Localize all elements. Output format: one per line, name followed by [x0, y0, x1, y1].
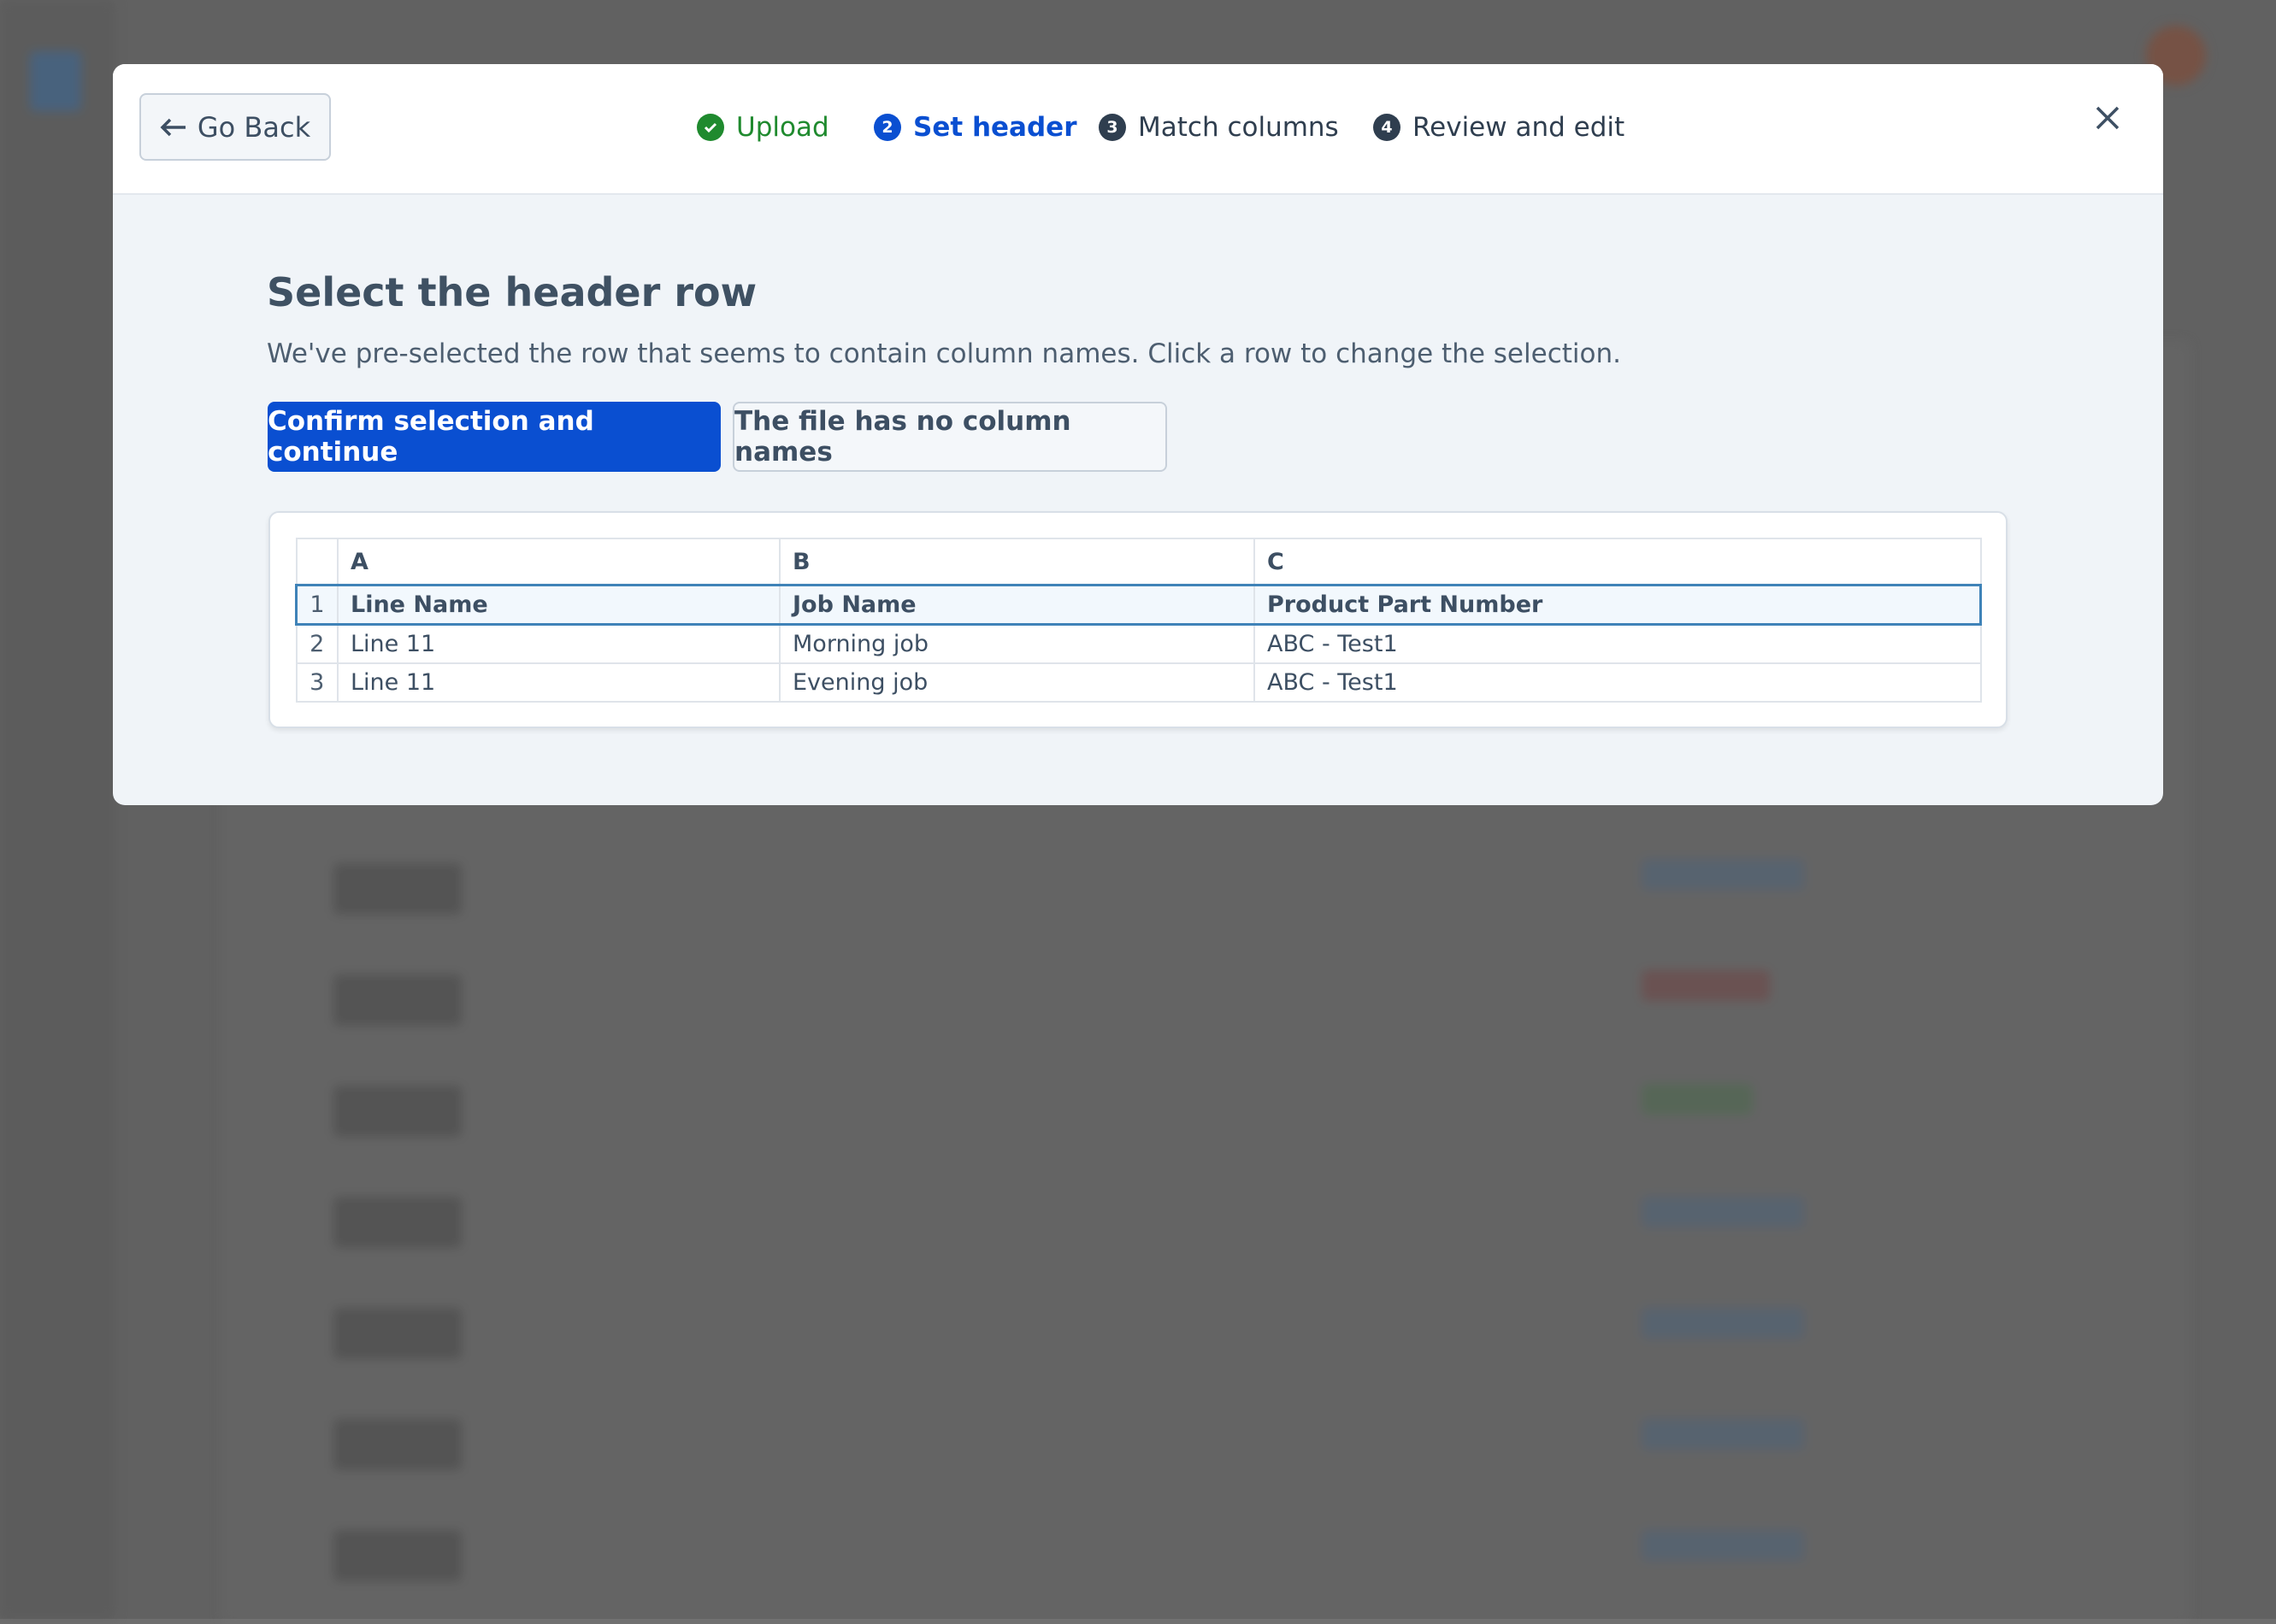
cell: Evening job: [779, 662, 1255, 703]
step-icon: [697, 114, 724, 141]
stepper: Upload 2 Set header 3 Match columns 4 Review a…: [113, 109, 2163, 146]
step-icon: 2: [874, 114, 901, 141]
check-icon: [704, 122, 717, 133]
column-letter: B: [779, 538, 1255, 586]
step: Upload: [697, 109, 829, 146]
table-card: A B C 1 Line Name Job Name Product Part Number…: [268, 511, 2008, 728]
row-index: 3: [295, 662, 339, 703]
modal-header: Go Back Upload 2 Set header 3 Match columns 4…: [113, 64, 2163, 195]
table-row[interactable]: 2 Line 11 Morning job ABC - Test1: [295, 623, 1982, 664]
step-icon: 3: [1099, 114, 1126, 141]
cell: Morning job: [779, 623, 1255, 664]
no-column-names-button[interactable]: The file has no column names: [733, 402, 1167, 472]
column-letter: C: [1253, 538, 1982, 586]
cell: Line 11: [337, 662, 781, 703]
step: 4 Review and edit: [1373, 109, 1624, 146]
step: 3 Match columns: [1099, 109, 1339, 146]
table-row[interactable]: 3 Line 11 Evening job ABC - Test1: [295, 662, 1982, 703]
cell: Product Part Number: [1253, 584, 1982, 626]
step-label: Set header: [913, 112, 1077, 143]
step-label: Match columns: [1138, 112, 1339, 143]
modal: Go Back Upload 2 Set header 3 Match columns 4…: [113, 64, 2163, 805]
cell: ABC - Test1: [1253, 623, 1982, 664]
preview-table: A B C 1 Line Name Job Name Product Part Number…: [295, 538, 1982, 703]
cell: ABC - Test1: [1253, 662, 1982, 703]
cell: Line 11: [337, 623, 781, 664]
subtitle: We've pre-selected the row that seems to…: [267, 338, 1621, 369]
row-index: 2: [295, 623, 339, 664]
table-row[interactable]: 1 Line Name Job Name Product Part Number: [295, 584, 1982, 626]
arrow-left-icon: [160, 118, 186, 136]
confirm-button[interactable]: Confirm selection and continue: [268, 402, 721, 472]
corner-cell: [295, 538, 339, 586]
close-button[interactable]: [2091, 102, 2124, 134]
go-back-label: Go Back: [197, 110, 311, 144]
cell: Line Name: [337, 584, 781, 626]
column-letter: A: [337, 538, 781, 586]
go-back-button[interactable]: Go Back: [139, 93, 331, 161]
step-label: Review and edit: [1412, 112, 1625, 143]
step-icon: 4: [1373, 114, 1400, 141]
cell: Job Name: [779, 584, 1255, 626]
row-index: 1: [295, 584, 339, 626]
step-label: Upload: [736, 112, 829, 143]
title: Select the header row: [267, 269, 758, 315]
step: 2 Set header: [874, 109, 1076, 146]
